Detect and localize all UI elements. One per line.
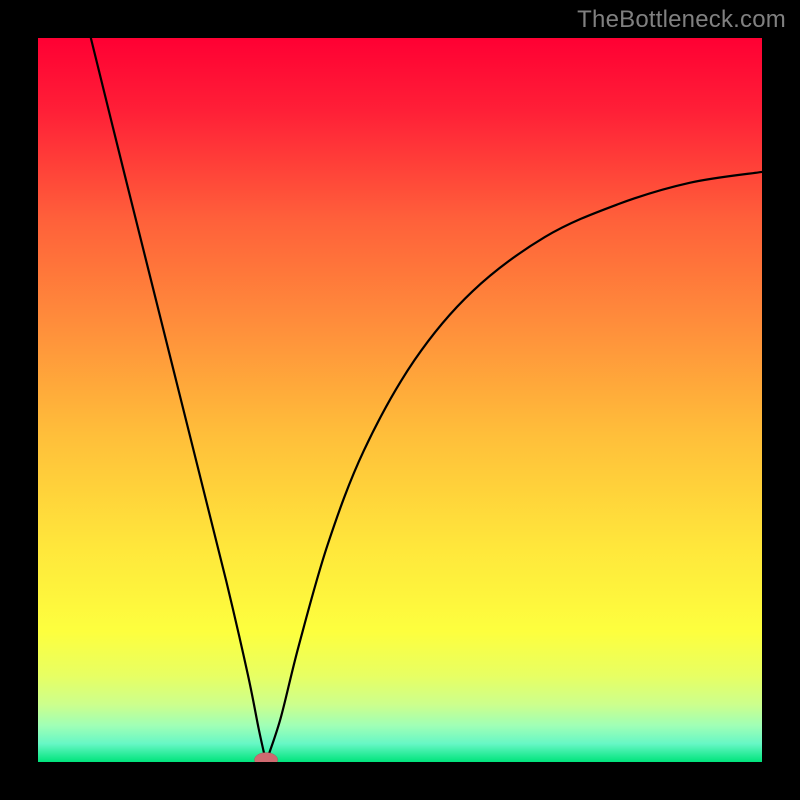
gradient-background bbox=[38, 38, 762, 762]
bottleneck-chart-svg bbox=[38, 38, 762, 762]
watermark-text: TheBottleneck.com bbox=[577, 6, 786, 34]
plot-area bbox=[38, 38, 762, 762]
chart-canvas: TheBottleneck.com bbox=[0, 0, 800, 800]
